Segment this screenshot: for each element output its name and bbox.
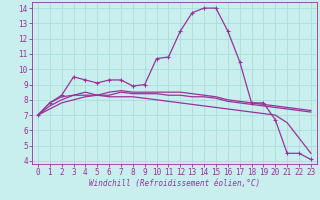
X-axis label: Windchill (Refroidissement éolien,°C): Windchill (Refroidissement éolien,°C)	[89, 179, 260, 188]
